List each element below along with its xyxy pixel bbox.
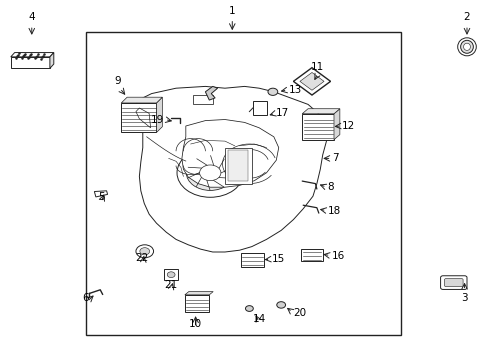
Circle shape bbox=[186, 155, 234, 190]
Ellipse shape bbox=[457, 38, 475, 56]
Bar bbox=[301, 249, 322, 261]
Circle shape bbox=[267, 88, 277, 95]
Polygon shape bbox=[299, 72, 324, 90]
Polygon shape bbox=[94, 191, 107, 197]
Text: 3: 3 bbox=[460, 293, 467, 303]
Text: 8: 8 bbox=[327, 182, 334, 192]
Circle shape bbox=[136, 245, 153, 258]
Circle shape bbox=[167, 272, 175, 278]
Text: 20: 20 bbox=[293, 308, 306, 318]
Bar bbox=[163, 269, 178, 280]
Text: 4: 4 bbox=[28, 12, 35, 22]
Polygon shape bbox=[302, 109, 339, 114]
Polygon shape bbox=[293, 68, 330, 95]
Circle shape bbox=[199, 165, 221, 181]
Text: 19: 19 bbox=[150, 114, 163, 125]
Bar bbox=[252, 101, 267, 115]
Text: 10: 10 bbox=[189, 319, 202, 329]
Polygon shape bbox=[333, 109, 339, 140]
Text: 2: 2 bbox=[463, 12, 469, 22]
Bar bbox=[224, 148, 251, 184]
Polygon shape bbox=[182, 120, 278, 187]
Text: 12: 12 bbox=[342, 121, 355, 131]
Ellipse shape bbox=[463, 43, 469, 50]
FancyBboxPatch shape bbox=[440, 276, 466, 289]
Bar bbox=[184, 295, 209, 312]
Text: 11: 11 bbox=[310, 62, 324, 72]
Bar bbox=[228, 150, 247, 181]
FancyBboxPatch shape bbox=[444, 279, 462, 287]
Bar bbox=[11, 57, 50, 68]
Text: 1: 1 bbox=[228, 6, 235, 16]
Polygon shape bbox=[11, 53, 54, 57]
Text: 22: 22 bbox=[135, 253, 148, 263]
Bar bbox=[302, 114, 333, 140]
Polygon shape bbox=[137, 86, 326, 252]
Polygon shape bbox=[205, 86, 217, 100]
Text: 17: 17 bbox=[276, 108, 289, 118]
Text: 13: 13 bbox=[288, 85, 301, 95]
Circle shape bbox=[276, 302, 285, 308]
Text: 6: 6 bbox=[82, 293, 89, 303]
Text: 5: 5 bbox=[98, 192, 104, 202]
Circle shape bbox=[140, 248, 149, 255]
Ellipse shape bbox=[460, 40, 472, 53]
Text: 16: 16 bbox=[331, 251, 344, 261]
Text: 9: 9 bbox=[114, 76, 121, 86]
Polygon shape bbox=[121, 97, 162, 103]
Circle shape bbox=[205, 146, 249, 178]
Text: 21: 21 bbox=[164, 280, 178, 290]
Polygon shape bbox=[156, 97, 162, 132]
Polygon shape bbox=[184, 292, 213, 295]
Circle shape bbox=[245, 306, 253, 311]
Bar bbox=[193, 95, 212, 104]
Polygon shape bbox=[50, 53, 54, 68]
Polygon shape bbox=[136, 108, 150, 128]
Text: 15: 15 bbox=[271, 254, 284, 264]
Text: 14: 14 bbox=[252, 314, 265, 324]
Bar bbox=[240, 253, 264, 267]
Circle shape bbox=[177, 148, 243, 197]
Text: 7: 7 bbox=[332, 153, 339, 163]
Text: 18: 18 bbox=[327, 206, 340, 216]
Bar bbox=[121, 103, 156, 132]
Bar bbox=[85, 32, 400, 335]
